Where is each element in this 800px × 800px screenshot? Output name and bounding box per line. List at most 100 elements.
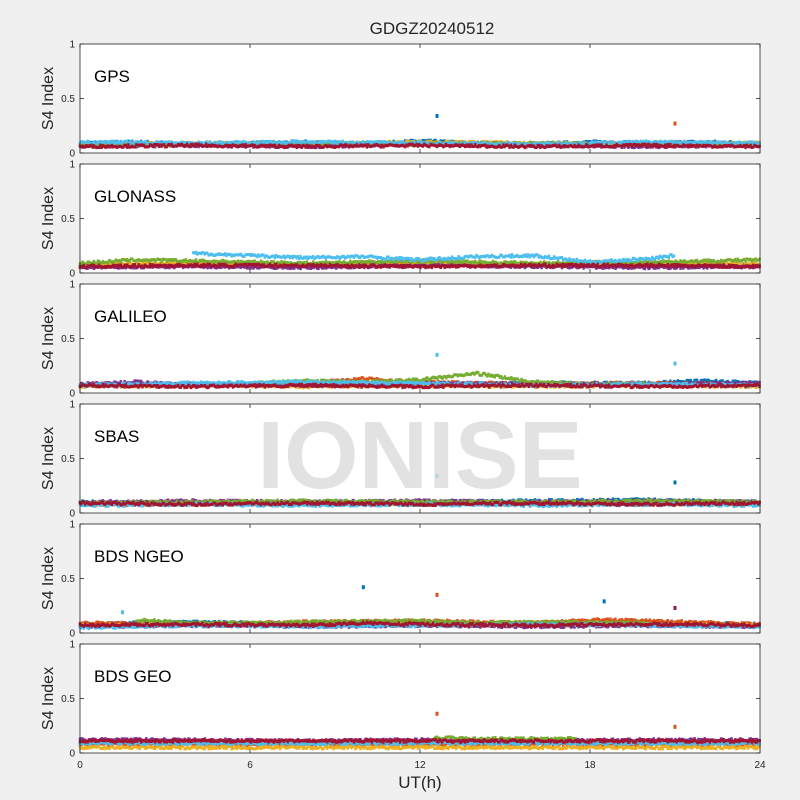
data-point: [530, 141, 533, 145]
data-point: [244, 140, 247, 144]
data-point: [592, 143, 596, 147]
data-point: [653, 139, 657, 143]
data-point: [354, 144, 357, 148]
data-point: [128, 145, 131, 149]
data-point: [143, 143, 147, 147]
data-point: [616, 144, 620, 148]
data-point: [493, 145, 496, 149]
data-point: [457, 141, 460, 145]
data-point: [599, 140, 602, 144]
data-point: [574, 141, 578, 145]
data-point: [587, 142, 590, 146]
data-point: [688, 145, 691, 149]
data-point: [511, 142, 514, 146]
data-point: [695, 261, 699, 265]
data-point: [634, 142, 638, 146]
data-point: [92, 144, 96, 148]
data-point: [678, 142, 681, 146]
data-point: [611, 142, 615, 146]
data-point: [426, 144, 430, 148]
data-point: [327, 141, 330, 145]
data-point: [554, 141, 557, 145]
data-point: [613, 142, 616, 146]
data-point: [644, 144, 648, 148]
data-point: [702, 143, 705, 147]
data-point: [403, 139, 407, 143]
data-point: [402, 141, 406, 145]
data-point: [101, 142, 105, 146]
data-point: [479, 142, 482, 146]
data-point: [80, 140, 83, 144]
data-point: [280, 144, 283, 148]
data-point: [429, 139, 432, 143]
data-point: [602, 142, 606, 146]
data-point: [323, 140, 326, 144]
data-point: [165, 140, 168, 144]
data-point: [217, 144, 221, 148]
data-point: [287, 141, 291, 145]
data-point: [219, 144, 222, 148]
data-point: [451, 144, 454, 148]
data-point: [314, 141, 318, 145]
data-point: [412, 140, 416, 144]
data-point: [91, 145, 94, 149]
data-point: [565, 144, 569, 148]
data-point: [592, 140, 596, 144]
data-point: [693, 143, 696, 147]
data-point: [380, 140, 384, 144]
data-point: [161, 143, 165, 147]
data-point: [310, 141, 314, 145]
data-point: [336, 144, 339, 148]
data-point: [115, 140, 119, 144]
data-point: [314, 143, 318, 147]
data-point: [344, 143, 347, 147]
data-point: [322, 139, 325, 143]
data-point: [443, 139, 446, 143]
data-point: [326, 145, 329, 149]
data-point: [718, 140, 722, 144]
data-point: [519, 144, 523, 148]
data-point: [512, 145, 515, 149]
data-point: [261, 139, 264, 143]
data-point: [303, 140, 306, 144]
data-point: [327, 139, 330, 143]
data-point: [199, 143, 203, 147]
data-point: [713, 144, 717, 148]
data-point: [750, 143, 754, 147]
data-point: [731, 144, 734, 148]
data-point: [672, 145, 676, 149]
data-point: [732, 145, 736, 149]
data-point: [716, 145, 719, 149]
data-point: [619, 140, 622, 144]
data-point: [590, 141, 593, 145]
data-point: [715, 145, 718, 149]
data-point: [604, 141, 607, 145]
data-point: [638, 140, 641, 144]
data-point: [97, 145, 101, 149]
data-point: [212, 144, 216, 148]
data-point: [231, 143, 235, 147]
data-point: [162, 143, 166, 147]
data-point: [504, 143, 508, 147]
data-point: [642, 139, 645, 143]
data-point: [431, 143, 435, 147]
data-point: [655, 145, 658, 149]
data-point: [485, 142, 488, 146]
data-point: [392, 142, 395, 146]
data-point: [410, 142, 413, 146]
data-point: [289, 142, 292, 146]
data-point: [85, 141, 88, 145]
data-point: [280, 141, 283, 145]
data-point: [215, 144, 218, 148]
data-point: [713, 141, 717, 145]
data-point: [318, 144, 321, 148]
data-point: [606, 145, 610, 149]
y-tick-label: 0.5: [61, 94, 75, 105]
data-point: [717, 140, 720, 144]
data-point: [509, 143, 513, 147]
data-point: [734, 141, 737, 145]
data-point: [372, 144, 375, 148]
data-point: [480, 142, 483, 146]
data-point: [531, 145, 534, 149]
data-point: [463, 143, 467, 147]
